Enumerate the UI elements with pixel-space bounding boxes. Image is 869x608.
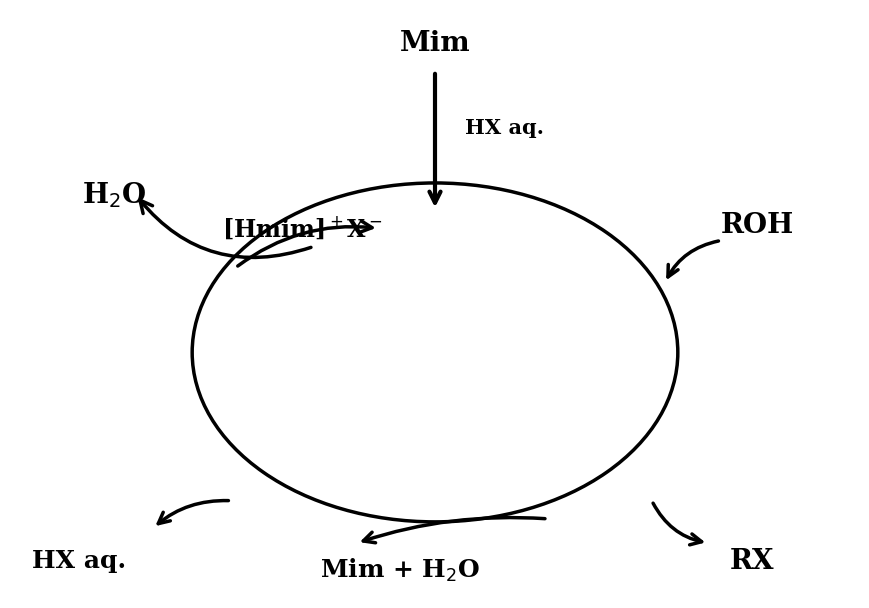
Text: H$_2$O: H$_2$O xyxy=(82,180,146,210)
Text: RX: RX xyxy=(729,548,773,575)
Text: HX aq.: HX aq. xyxy=(32,549,126,573)
Text: Mim + H$_2$O: Mim + H$_2$O xyxy=(320,557,480,584)
Text: Mim: Mim xyxy=(399,30,470,57)
Text: ROH: ROH xyxy=(720,212,793,239)
Text: [Hmim]$^+$X$^-$: [Hmim]$^+$X$^-$ xyxy=(222,215,382,241)
Text: HX aq.: HX aq. xyxy=(465,119,544,139)
